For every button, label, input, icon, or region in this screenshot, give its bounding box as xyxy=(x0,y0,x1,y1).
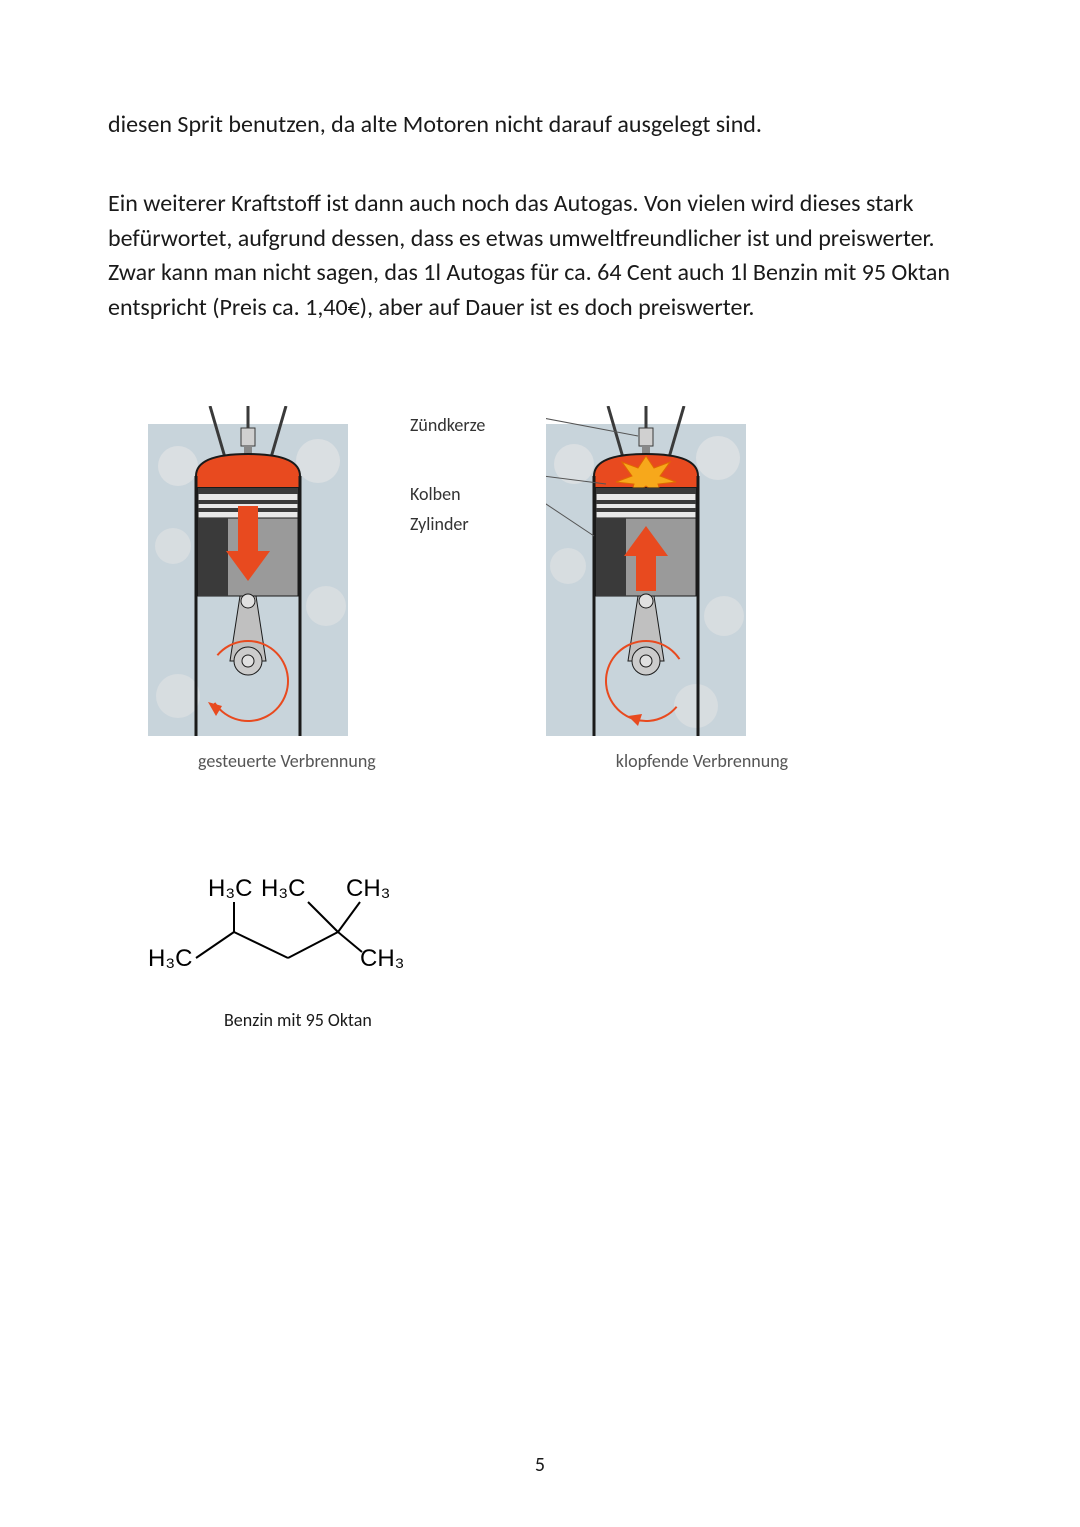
engine-left-caption: gesteuerte Verbrennung xyxy=(198,750,376,772)
label-spark-plug: Zündkerze xyxy=(410,410,485,441)
engine-figure-row: gesteuerte Verbrennung Zündkerze Kolben … xyxy=(148,406,980,772)
engine-labels-block: Zündkerze Kolben Zylinder xyxy=(410,410,485,540)
paragraph-1: diesen Sprit benutzen, da alte Motoren n… xyxy=(108,108,980,143)
paragraph-2: Ein weiterer Kraftstoff ist dann auch no… xyxy=(108,187,980,326)
label-cylinder: Zylinder xyxy=(410,509,485,540)
chem-label-1: H₃C xyxy=(261,875,305,902)
engine-left-col: gesteuerte Verbrennung xyxy=(148,406,376,772)
engine-right-caption: klopfende Verbrennung xyxy=(616,750,788,772)
document-page: diesen Sprit benutzen, da alte Motoren n… xyxy=(0,0,1080,1527)
chem-label-2: CH₃ xyxy=(346,875,390,902)
label-piston: Kolben xyxy=(410,479,485,510)
chem-caption: Benzin mit 95 Oktan xyxy=(224,1009,980,1031)
page-number: 5 xyxy=(0,1453,1080,1477)
chem-structure-block: H₃C H₃C CH₃ H₃C CH₃ Benzin mit 95 Oktan xyxy=(148,872,980,1031)
chem-structure-diagram: H₃C H₃C CH₃ H₃C CH₃ xyxy=(148,872,448,992)
chem-label-3: H₃C xyxy=(148,945,192,972)
engine-left-diagram xyxy=(148,406,348,736)
chem-label-0: H₃C xyxy=(208,875,252,902)
engine-right-col: klopfende Verbrennung xyxy=(546,406,788,772)
engine-right-diagram xyxy=(546,406,746,736)
chem-label-4: CH₃ xyxy=(360,945,404,972)
